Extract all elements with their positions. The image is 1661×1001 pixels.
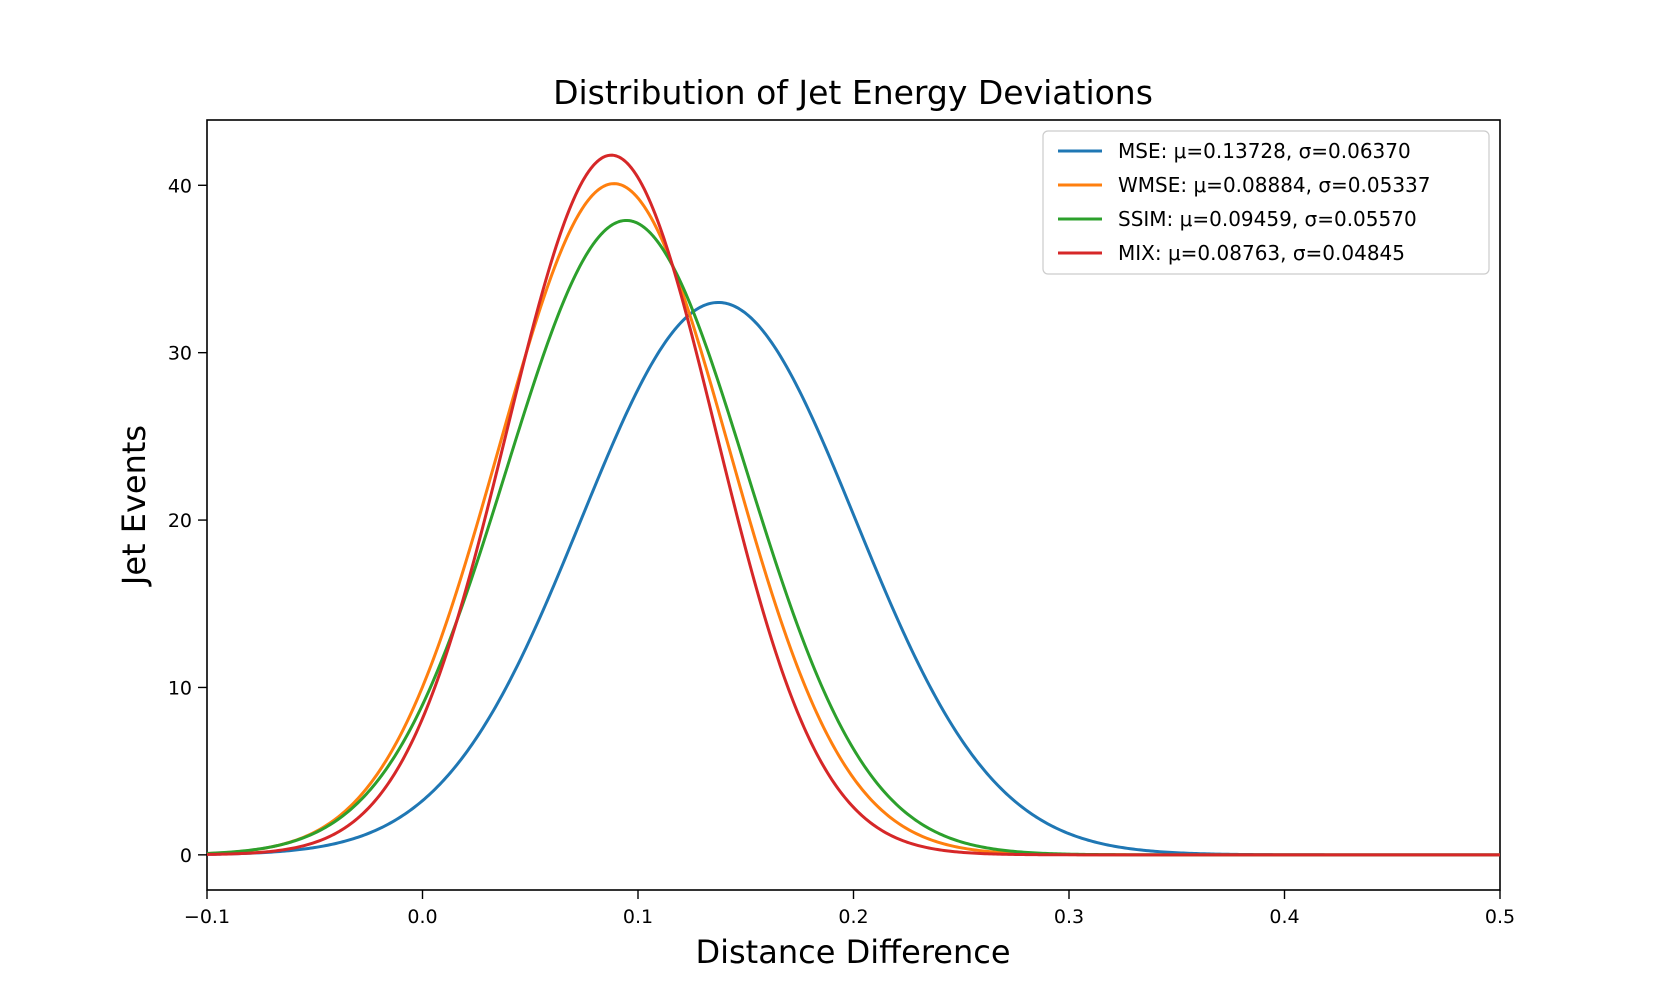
y-axis-label: Jet Events	[115, 425, 153, 587]
x-tick-label: −0.1	[184, 906, 230, 928]
y-tick-label: 30	[168, 343, 192, 365]
legend-label-mse: MSE: μ=0.13728, σ=0.06370	[1118, 139, 1411, 163]
x-tick-label: 0.0	[407, 906, 437, 928]
x-tick-label: 0.5	[1485, 906, 1515, 928]
x-tick-label: 0.4	[1269, 906, 1299, 928]
y-tick-label: 40	[168, 175, 192, 197]
legend-label-ssim: SSIM: μ=0.09459, σ=0.05570	[1118, 207, 1417, 231]
x-tick-label: 0.1	[623, 906, 653, 928]
legend-items: MSE: μ=0.13728, σ=0.06370 WMSE: μ=0.08884…	[1058, 139, 1431, 265]
series-line-mix	[206, 153, 1500, 857]
legend-label-mix: MIX: μ=0.08763, σ=0.04845	[1118, 241, 1405, 265]
x-tick-label: 0.3	[1054, 906, 1084, 928]
x-tick-label: 0.2	[838, 906, 868, 928]
y-axis: 0 10 20 30 40	[168, 175, 207, 867]
y-tick-label: 0	[180, 845, 192, 867]
chart-title: Distribution of Jet Energy Deviations	[553, 73, 1153, 112]
y-tick-label: 10	[168, 677, 192, 699]
legend-label-wmse: WMSE: μ=0.08884, σ=0.05337	[1118, 173, 1431, 197]
x-axis-label: Distance Difference	[695, 933, 1010, 971]
legend-frame	[1042, 130, 1490, 275]
series-layer	[206, 153, 1500, 857]
x-axis: −0.1 0.0 0.1 0.2 0.3 0.4 0.5	[184, 890, 1515, 928]
legend: MSE: μ=0.13728, σ=0.06370 WMSE: μ=0.08884…	[1042, 130, 1490, 275]
y-tick-label: 20	[168, 510, 192, 532]
